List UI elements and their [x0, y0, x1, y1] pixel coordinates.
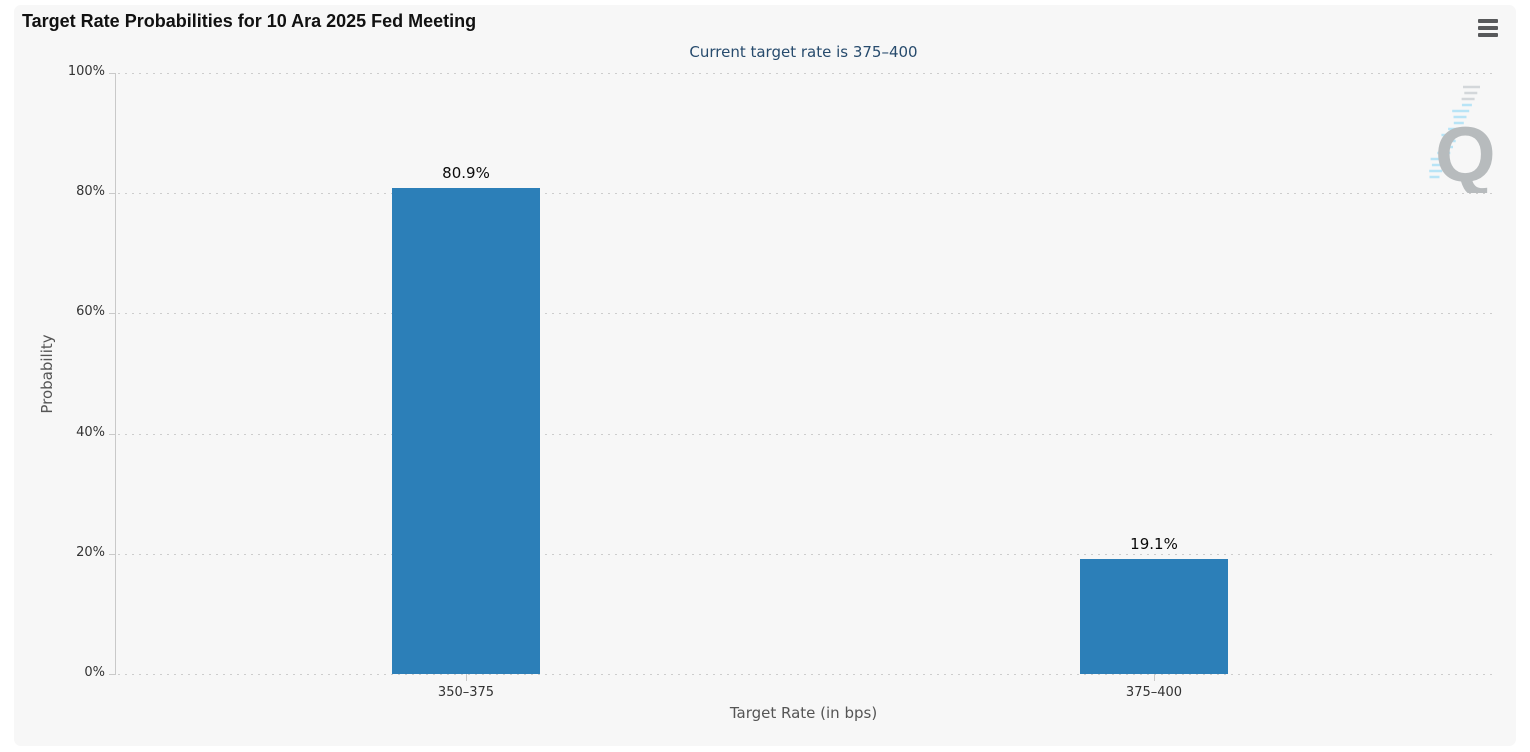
x-axis-tick	[466, 674, 467, 681]
x-axis-category-label: 350–375	[437, 685, 495, 700]
x-axis-category-label: 375–400	[1125, 685, 1183, 700]
y-axis-tick	[109, 554, 115, 555]
q-watermark-logo: Q	[1429, 85, 1496, 193]
gridline-40%	[118, 434, 1492, 435]
gridline-80%	[118, 193, 1492, 194]
hamburger-menu-icon[interactable]	[1476, 17, 1500, 39]
watermark-letter: Q	[1435, 110, 1496, 193]
y-axis-tick	[109, 313, 115, 314]
probability-bar-350–375[interactable]	[392, 188, 540, 674]
hamburger-bar	[1478, 33, 1498, 37]
y-axis-tick	[109, 193, 115, 194]
gridline-0%	[118, 674, 1492, 675]
x-axis-title: Target Rate (in bps)	[729, 704, 878, 722]
gridline-100%	[118, 73, 1492, 74]
y-axis-tick	[109, 73, 115, 74]
y-axis-tick-label: 0%	[84, 665, 105, 680]
y-axis-tick-label: 80%	[76, 184, 105, 199]
hamburger-bar	[1478, 26, 1498, 30]
probability-bar-375–400[interactable]	[1080, 559, 1228, 674]
x-axis-tick	[1154, 674, 1155, 681]
chart-card: Target Rate Probabilities for 10 Ara 202…	[14, 5, 1516, 746]
y-axis-tick-label: 60%	[76, 304, 105, 319]
hamburger-bar	[1478, 19, 1498, 23]
y-axis-tick-label: 20%	[76, 545, 105, 560]
y-axis-title: Probability	[38, 334, 56, 414]
y-axis-line	[115, 73, 116, 675]
chart-subtitle: Current target rate is 375–400	[689, 43, 918, 61]
y-axis-tick-label: 40%	[76, 425, 105, 440]
bar-value-label: 80.9%	[442, 164, 490, 182]
y-axis-tick	[109, 674, 115, 675]
gridline-20%	[118, 554, 1492, 555]
chart-title: Target Rate Probabilities for 10 Ara 202…	[22, 11, 477, 31]
gridline-60%	[118, 313, 1492, 314]
y-axis-tick-label: 100%	[67, 64, 105, 79]
bar-value-label: 19.1%	[1130, 535, 1178, 553]
y-axis-tick	[109, 434, 115, 435]
